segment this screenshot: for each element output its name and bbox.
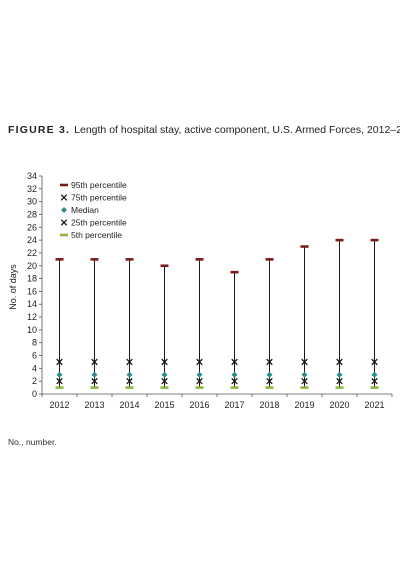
median-point (196, 371, 203, 378)
median-point (371, 371, 378, 378)
75th-percentile-point (196, 358, 203, 366)
legend-marker-95th-percentile (60, 183, 68, 187)
y-tick-label: 2 (32, 376, 37, 386)
95th-percentile-point (125, 258, 134, 261)
75th-percentile-point (91, 358, 98, 366)
y-tick-label: 6 (32, 351, 37, 361)
75th-percentile-point (126, 358, 133, 366)
y-tick-label: 10 (27, 325, 37, 335)
y-tick-label: 18 (27, 274, 37, 284)
legend-marker-5th-percentile (60, 233, 68, 237)
median-point (161, 371, 168, 378)
legend-marker-median (61, 207, 67, 213)
25th-percentile-point (161, 377, 168, 385)
y-tick-label: 30 (27, 197, 37, 207)
figure-title: FIGURE 3. Length of hospital stay, active… (8, 124, 400, 136)
75th-percentile-point (336, 358, 343, 366)
y-tick-label: 32 (27, 184, 37, 194)
95th-percentile-point (160, 264, 169, 268)
y-tick-label: 8 (32, 338, 37, 348)
5th-percentile-point (335, 386, 344, 389)
95th-percentile-point (230, 270, 239, 274)
median-point (266, 371, 273, 378)
5th-percentile-point (160, 386, 169, 389)
y-tick-label: 14 (27, 299, 37, 309)
y-tick-label: 34 (27, 171, 37, 181)
median-point (301, 371, 308, 378)
95th-percentile-point (195, 258, 204, 261)
5th-percentile-point (195, 386, 204, 389)
25th-percentile-point (56, 377, 63, 385)
25th-percentile-point (336, 377, 343, 385)
footnote: No., number. (8, 437, 57, 447)
x-tick-label: 2019 (294, 400, 314, 410)
5th-percentile-point (265, 386, 274, 389)
legend-label-5th-percentile: 5th percentile (71, 230, 122, 240)
y-tick-label: 26 (27, 222, 37, 232)
y-tick-label: 16 (27, 286, 37, 296)
legend-label-75th-percentile: 75th percentile (71, 193, 127, 203)
95th-percentile-point (55, 258, 64, 261)
legend-marker-25th-percentile (60, 219, 68, 226)
y-tick-label: 4 (32, 363, 37, 373)
y-tick-label: 28 (27, 209, 37, 219)
95th-percentile-point (90, 258, 99, 261)
95th-percentile-point (335, 238, 344, 242)
median-point (336, 371, 343, 378)
75th-percentile-point (161, 358, 168, 366)
y-tick-label: 0 (32, 389, 37, 399)
legend-label-95th-percentile: 95th percentile (71, 180, 127, 190)
x-tick-label: 2021 (364, 400, 384, 410)
25th-percentile-point (301, 377, 308, 385)
5th-percentile-point (125, 386, 134, 389)
75th-percentile-point (266, 358, 273, 366)
median-point (91, 371, 98, 378)
y-tick-label: 12 (27, 312, 37, 322)
75th-percentile-point (371, 358, 378, 366)
25th-percentile-point (231, 377, 238, 385)
legend-label-median: Median (71, 205, 99, 215)
5th-percentile-point (230, 386, 239, 389)
5th-percentile-point (90, 386, 99, 389)
95th-percentile-point (300, 245, 309, 248)
x-tick-label: 2013 (84, 400, 104, 410)
25th-percentile-point (91, 377, 98, 385)
figure-title-text: Length of hospital stay, active componen… (74, 124, 400, 136)
x-tick-label: 2016 (189, 400, 209, 410)
median-point (126, 371, 133, 378)
y-tick-label: 20 (27, 261, 37, 271)
75th-percentile-point (301, 358, 308, 366)
25th-percentile-point (126, 377, 133, 385)
5th-percentile-point (300, 386, 309, 389)
95th-percentile-point (370, 238, 379, 242)
median-point (231, 371, 238, 378)
5th-percentile-point (55, 386, 64, 389)
legend-marker-75th-percentile (60, 194, 68, 201)
5th-percentile-point (370, 386, 379, 389)
figure-label: FIGURE 3. (8, 124, 71, 136)
y-axis-label: No. of days (8, 264, 18, 310)
x-tick-label: 2017 (224, 400, 244, 410)
25th-percentile-point (266, 377, 273, 385)
x-tick-label: 2020 (329, 400, 349, 410)
x-tick-label: 2015 (154, 400, 174, 410)
y-tick-label: 22 (27, 248, 37, 258)
75th-percentile-point (56, 358, 63, 366)
x-tick-label: 2014 (119, 400, 139, 410)
y-tick-label: 24 (27, 235, 37, 245)
75th-percentile-point (231, 358, 238, 366)
x-tick-label: 2012 (49, 400, 69, 410)
legend-label-25th-percentile: 25th percentile (71, 218, 127, 228)
25th-percentile-point (371, 377, 378, 385)
median-point (56, 371, 63, 378)
25th-percentile-point (196, 377, 203, 385)
x-tick-label: 2018 (259, 400, 279, 410)
95th-percentile-point (265, 258, 274, 261)
